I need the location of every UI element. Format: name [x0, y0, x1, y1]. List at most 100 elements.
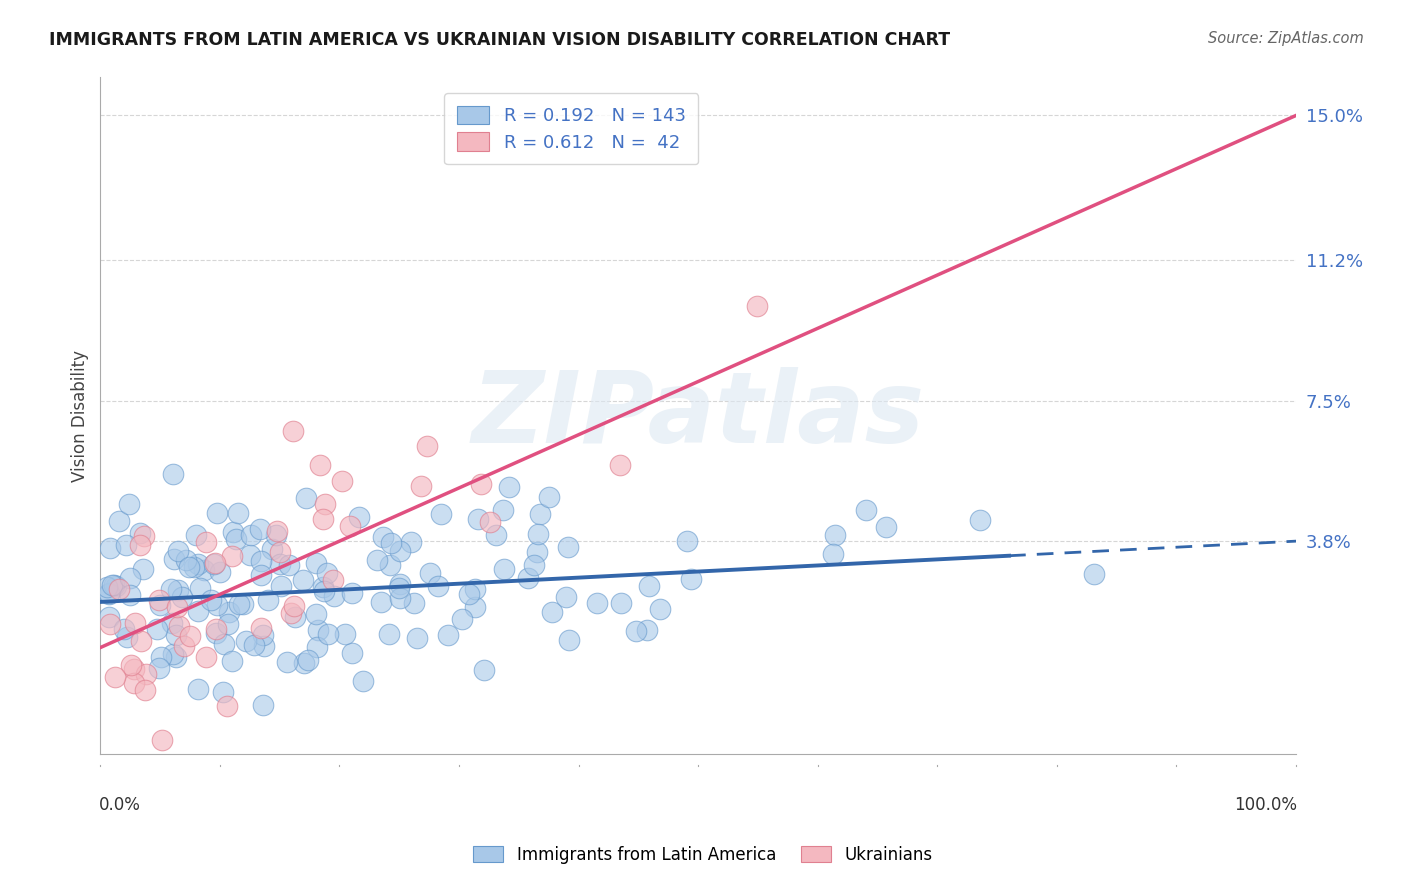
Point [122, 676, 145, 690]
Point [307, 623, 329, 637]
Point [148, 661, 170, 675]
Point [314, 496, 336, 510]
Point [149, 599, 172, 613]
Point [188, 582, 211, 596]
Point [97, 586, 120, 600]
Point [586, 596, 609, 610]
Point [472, 664, 495, 678]
Point [132, 562, 155, 576]
Point [134, 682, 156, 697]
Point [416, 439, 439, 453]
Point [120, 658, 142, 673]
Point [250, 553, 273, 567]
Point [187, 558, 209, 572]
Point [312, 584, 335, 599]
Point [378, 558, 401, 573]
Point [305, 607, 328, 621]
Point [212, 637, 235, 651]
Point [120, 570, 142, 584]
Point [250, 567, 273, 582]
Point [316, 566, 339, 580]
Point [478, 515, 501, 529]
Point [388, 581, 411, 595]
Point [419, 566, 441, 580]
Point [485, 528, 508, 542]
Point [437, 628, 460, 642]
Point [108, 514, 131, 528]
Point [257, 593, 280, 607]
Point [406, 631, 429, 645]
Point [200, 593, 222, 607]
Point [650, 601, 672, 615]
Point [104, 579, 127, 593]
Point [221, 524, 243, 539]
Point [202, 557, 225, 571]
Point [426, 579, 449, 593]
Point [340, 586, 363, 600]
Point [311, 512, 333, 526]
Point [162, 647, 184, 661]
Point [98, 587, 121, 601]
Point [470, 476, 492, 491]
Point [252, 698, 274, 712]
Point [262, 541, 284, 556]
Text: IMMIGRANTS FROM LATIN AMERICA VS UKRAINIAN VISION DISABILITY CORRELATION CHART: IMMIGRANTS FROM LATIN AMERICA VS UKRAINI… [49, 31, 950, 49]
Point [557, 633, 579, 648]
Point [212, 684, 235, 698]
Text: 0.0%: 0.0% [100, 796, 141, 814]
Point [330, 474, 353, 488]
Point [270, 578, 292, 592]
Point [205, 506, 228, 520]
Point [557, 540, 579, 554]
Point [118, 497, 141, 511]
Point [129, 538, 152, 552]
Point [243, 638, 266, 652]
Point [215, 698, 238, 713]
Point [430, 508, 453, 522]
Point [104, 670, 127, 684]
Point [235, 634, 257, 648]
Point [269, 557, 291, 571]
Point [371, 530, 394, 544]
Point [264, 528, 287, 542]
Y-axis label: Vision Disability: Vision Disability [72, 350, 89, 482]
Point [217, 617, 239, 632]
Point [636, 624, 658, 638]
Point [676, 534, 699, 549]
Point [96, 580, 118, 594]
Point [339, 519, 361, 533]
Point [554, 590, 576, 604]
Point [526, 544, 548, 558]
Point [179, 629, 201, 643]
Point [312, 580, 335, 594]
Point [205, 598, 228, 612]
Point [150, 732, 173, 747]
Point [240, 528, 263, 542]
Point [266, 524, 288, 538]
Point [526, 526, 548, 541]
Point [969, 513, 991, 527]
Point [626, 624, 648, 638]
Point [167, 543, 190, 558]
Point [250, 620, 273, 634]
Point [218, 605, 240, 619]
Point [166, 582, 188, 597]
Point [148, 593, 170, 607]
Point [98, 616, 121, 631]
Point [855, 503, 877, 517]
Point [173, 639, 195, 653]
Point [1083, 567, 1105, 582]
Point [316, 627, 339, 641]
Point [162, 467, 184, 482]
Point [467, 512, 489, 526]
Point [226, 506, 249, 520]
Point [103, 577, 125, 591]
Text: ZIPatlas: ZIPatlas [471, 368, 925, 464]
Point [98, 610, 121, 624]
Point [166, 600, 188, 615]
Legend: R = 0.192   N = 143, R = 0.612   N =  42: R = 0.192 N = 143, R = 0.612 N = 42 [444, 94, 699, 164]
Point [174, 553, 197, 567]
Point [389, 591, 412, 605]
Point [340, 646, 363, 660]
Point [681, 573, 703, 587]
